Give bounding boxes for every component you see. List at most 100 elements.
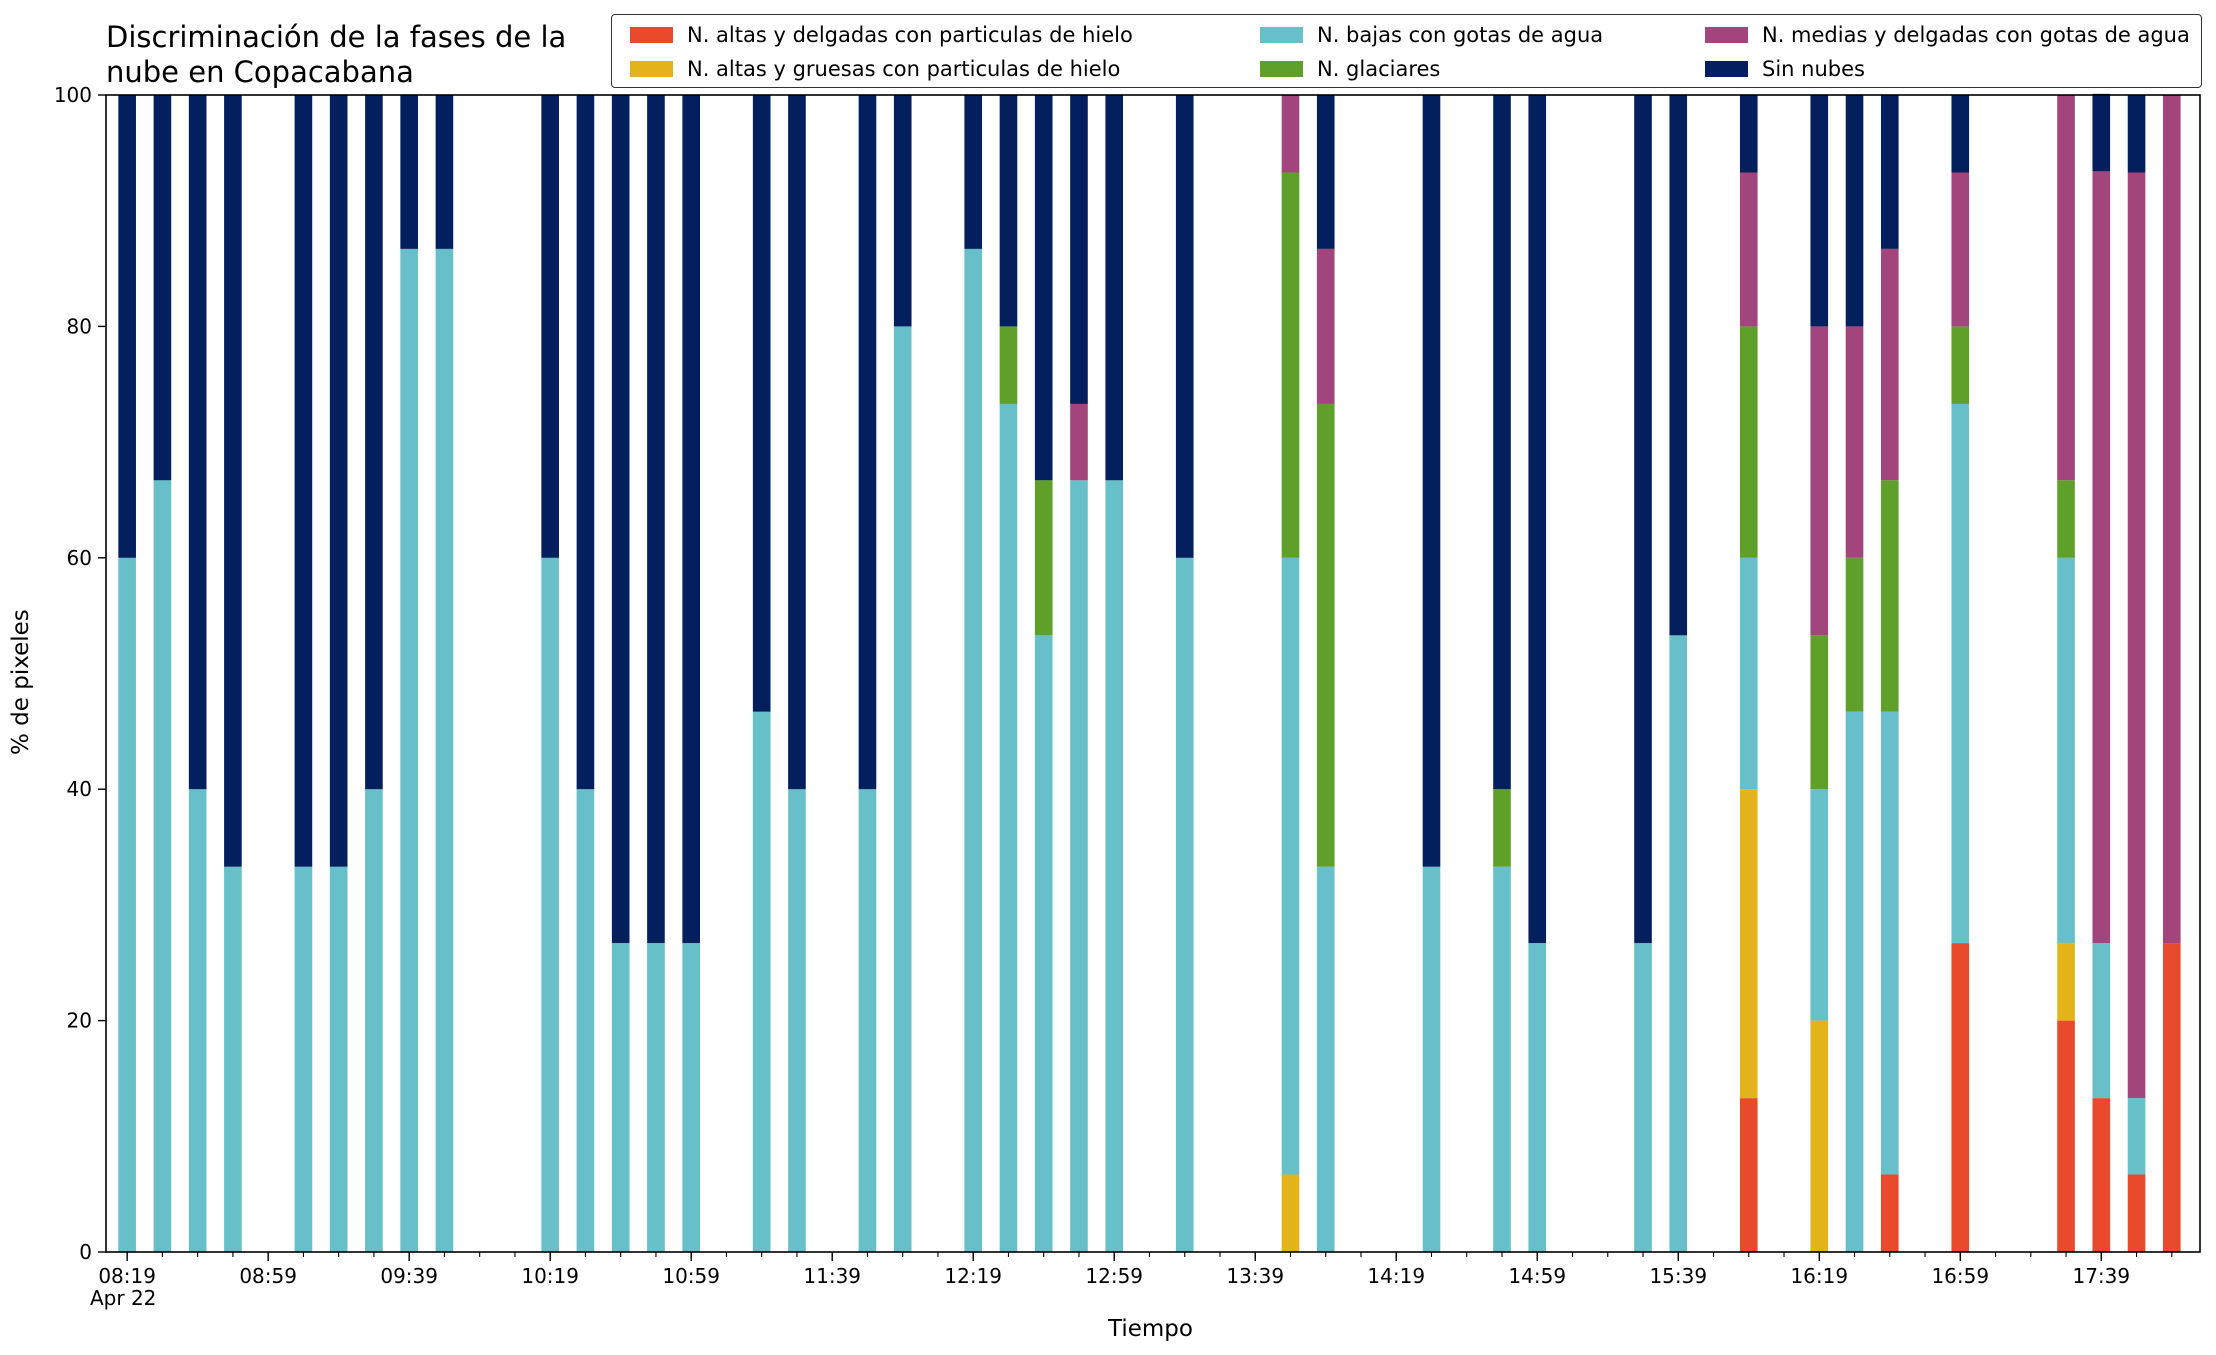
bar-segment-5-29 (1634, 95, 1652, 944)
bar-segment-0-37 (2092, 1098, 2111, 1252)
bar-segment-5-16 (858, 95, 877, 790)
bar-segment-5-20 (1034, 95, 1053, 481)
legend-label: N. bajas con gotas de agua (1317, 23, 1604, 47)
x-axis-date-label: Apr 22 (90, 1286, 157, 1310)
bar-segment-5-33 (1845, 95, 1864, 327)
bar-segment-2-16 (858, 789, 877, 1252)
bar-segment-2-19 (999, 403, 1018, 1252)
y-tick-label: 80 (67, 314, 92, 338)
bar-segment-2-37 (2092, 943, 2111, 1099)
x-tick-label: 09:39 (380, 1264, 438, 1288)
legend-item: N. altas y gruesas con particulas de hie… (630, 57, 1120, 81)
bar-segment-1-36 (2057, 943, 2075, 1021)
x-tick-label: 16:59 (1931, 1264, 1989, 1288)
bar-segment-0-39 (2162, 943, 2181, 1252)
bar-segment-2-13 (682, 943, 701, 1252)
bar-segment-2-7 (400, 248, 418, 1253)
x-tick-label: 13:39 (1226, 1264, 1284, 1288)
bar-segment-2-33 (1845, 711, 1864, 1252)
x-tick-label: 12:59 (1085, 1264, 1143, 1288)
bar-segment-1-24 (1281, 1174, 1300, 1252)
bar-segment-3-35 (1951, 326, 1970, 404)
bar-segment-5-10 (576, 95, 595, 790)
bar-segment-4-31 (1739, 172, 1758, 327)
bar-segment-2-27 (1493, 866, 1511, 1252)
bar-segment-3-34 (1880, 480, 1899, 712)
bar-segment-2-6 (365, 789, 383, 1252)
legend-item: N. bajas con gotas de agua (1260, 23, 1603, 47)
bar-segment-5-31 (1739, 95, 1758, 173)
bar-segment-2-35 (1951, 403, 1970, 944)
bar-segment-5-12 (647, 95, 665, 944)
bar-segment-5-37 (2092, 93, 2111, 172)
bar-segment-2-23 (1175, 557, 1194, 1252)
x-tick-label: 14:59 (1508, 1264, 1566, 1288)
bar-segment-5-3 (224, 95, 242, 867)
plot-frame (105, 94, 2201, 1253)
bar-segment-2-29 (1634, 943, 1652, 1252)
bar-segment-4-37 (2092, 171, 2111, 944)
bar-segment-0-35 (1951, 943, 1970, 1252)
bar-segment-2-32 (1810, 789, 1829, 1021)
legend: N. altas y delgadas con particulas de hi… (611, 14, 2202, 88)
bar-segment-3-20 (1034, 480, 1053, 636)
x-tick-label: 10:59 (662, 1264, 720, 1288)
bar-segment-2-15 (788, 789, 806, 1252)
bar-segment-2-25 (1316, 866, 1335, 1252)
bar-segment-0-34 (1880, 1174, 1899, 1252)
bar-segment-1-32 (1810, 1020, 1829, 1252)
bar-segment-1-31 (1739, 789, 1758, 1099)
x-tick-label: 10:19 (521, 1264, 579, 1288)
bar-segment-5-15 (788, 95, 806, 790)
x-tick-label: 12:19 (944, 1264, 1002, 1288)
bar-segment-5-26 (1422, 95, 1441, 867)
bar-segment-5-17 (893, 95, 912, 327)
bar-segment-3-31 (1739, 326, 1758, 558)
legend-label: Sin nubes (1762, 57, 1865, 81)
bar-segment-2-24 (1281, 557, 1300, 1175)
legend-label: N. altas y gruesas con particulas de hie… (687, 57, 1121, 81)
bar-segment-0-36 (2057, 1020, 2075, 1252)
bar-segment-2-38 (2127, 1098, 2146, 1175)
bar-segment-5-2 (188, 95, 207, 790)
bar-segment-2-34 (1880, 711, 1899, 1175)
legend-item: Sin nubes (1705, 57, 1865, 81)
bar-segment-2-1 (153, 480, 172, 1252)
bar-segment-0-31 (1739, 1098, 1758, 1252)
bar-segment-4-32 (1810, 326, 1829, 636)
bar-segment-5-28 (1528, 95, 1547, 944)
bar-segment-4-35 (1951, 172, 1970, 327)
bar-segment-5-8 (435, 95, 454, 249)
bar-segment-5-1 (153, 95, 172, 481)
bar-segment-4-38 (2127, 172, 2146, 1099)
bar-segment-2-20 (1034, 635, 1053, 1252)
bar-segment-2-21 (1070, 480, 1088, 1252)
legend-swatch (1260, 27, 1303, 43)
legend-swatch (630, 27, 673, 43)
bar-segment-5-19 (999, 95, 1018, 327)
bar-segment-3-24 (1281, 172, 1300, 558)
x-tick-label: 14:19 (1367, 1264, 1425, 1288)
bar-segment-5-25 (1316, 95, 1335, 249)
bar-segment-5-18 (964, 95, 983, 249)
bar-segment-2-3 (224, 866, 242, 1252)
y-axis-label: % de pixeles (8, 609, 34, 755)
legend-label: N. medias y delgadas con gotas de agua (1762, 23, 2190, 47)
x-tick-label: 08:19 (98, 1264, 156, 1288)
legend-item: N. glaciares (1260, 57, 1440, 81)
bar-segment-2-9 (541, 557, 559, 1252)
legend-swatch (1705, 27, 1748, 43)
bar-segment-2-12 (647, 943, 665, 1252)
bar-segment-3-19 (999, 326, 1018, 404)
bar-segment-2-17 (893, 326, 912, 1252)
x-tick-label: 16:19 (1790, 1264, 1848, 1288)
bar-segment-2-26 (1422, 866, 1441, 1252)
bar-segment-4-36 (2057, 95, 2075, 481)
bar-segment-5-34 (1880, 95, 1899, 249)
bar-segment-2-10 (576, 789, 595, 1252)
y-tick-label: 0 (79, 1240, 92, 1264)
legend-item: N. medias y delgadas con gotas de agua (1705, 23, 2190, 47)
x-axis-label: Tiempo (1108, 1316, 1193, 1342)
bar-segment-5-4 (294, 95, 313, 867)
